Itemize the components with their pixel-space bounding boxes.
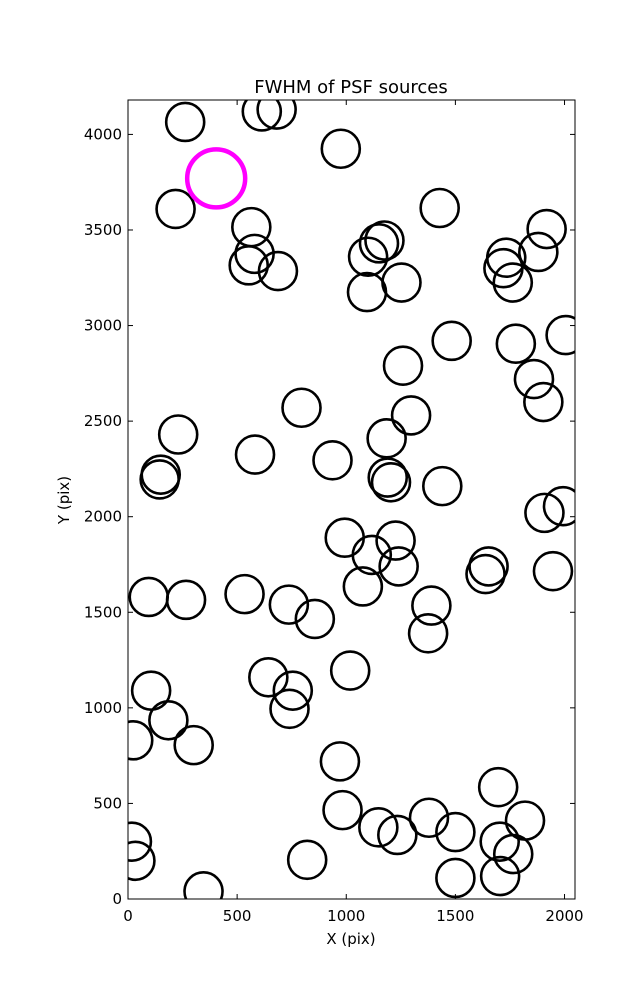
- psf-source-marker: [419, 187, 460, 229]
- psf-source-marker: [241, 100, 283, 132]
- y-axis-label: Y (pix): [55, 476, 73, 525]
- x-axis-label: X (pix): [326, 930, 375, 948]
- psf-source-marker: [465, 553, 506, 595]
- psf-source-marker: [286, 839, 328, 881]
- psf-source-marker: [324, 517, 366, 559]
- psf-source-marker: [351, 534, 393, 576]
- y-tick-label: 1500: [84, 603, 122, 621]
- y-tick-label: 3000: [84, 317, 122, 335]
- x-tick-label: 1000: [327, 907, 365, 925]
- psf-source-marker: [378, 546, 419, 587]
- psf-source-marker: [312, 440, 353, 481]
- psf-source-marker: [532, 550, 574, 592]
- y-tick-label: 3500: [84, 221, 122, 239]
- psf-source-marker: [504, 800, 546, 841]
- psf-source-marker: [431, 320, 472, 362]
- psf-source-marker: [366, 418, 407, 459]
- psf-source-marker: [347, 236, 389, 278]
- psf-source-marker: [477, 766, 519, 808]
- psf-source-marker: [319, 741, 361, 782]
- psf-source-marker: [281, 387, 322, 429]
- y-tick-label: 4000: [84, 125, 122, 143]
- psf-source-marker: [545, 314, 575, 356]
- psf-source-marker: [130, 670, 172, 711]
- psf-source-marker: [421, 465, 463, 507]
- x-tick-label: 0: [123, 907, 133, 925]
- psf-source-marker: [155, 188, 196, 230]
- highlight-marker: [184, 147, 248, 210]
- psf-source-marker: [128, 576, 170, 618]
- psf-source-marker: [367, 457, 409, 498]
- psf-source-marker: [381, 262, 422, 303]
- psf-source-marker: [128, 840, 156, 882]
- psf-source-marker: [342, 566, 384, 607]
- psf-source-marker: [183, 871, 224, 899]
- y-tick-label: 0: [112, 890, 122, 908]
- psf-source-marker: [468, 546, 509, 587]
- psf-source-marker: [164, 101, 206, 143]
- psf-source-marker: [483, 247, 524, 289]
- psf-source-marker: [375, 520, 416, 561]
- psf-source-marker: [294, 598, 336, 640]
- psf-source-marker: [377, 814, 418, 856]
- x-tick-label: 1500: [436, 907, 474, 925]
- y-tick-label: 2500: [84, 412, 122, 430]
- psf-source-marker: [234, 434, 276, 475]
- psf-source-marker: [224, 573, 265, 615]
- psf-source-marker: [165, 579, 207, 621]
- psf-source-marker: [524, 492, 565, 534]
- psf-source-marker: [346, 271, 388, 313]
- x-tick-label: 500: [223, 907, 252, 925]
- psf-source-marker: [492, 262, 534, 303]
- psf-source-marker: [518, 231, 559, 273]
- y-tick-label: 2000: [84, 508, 122, 526]
- psf-source-marker: [408, 797, 450, 839]
- x-tick-label: 2000: [545, 907, 583, 925]
- psf-source-marker: [231, 206, 272, 248]
- y-tick-label: 1000: [84, 699, 122, 717]
- psf-source-marker: [542, 485, 575, 527]
- psf-source-marker: [329, 650, 371, 691]
- psf-source-marker: [407, 613, 449, 654]
- psf-source-marker: [157, 414, 199, 455]
- psf-source-marker: [364, 220, 405, 261]
- chart-title: FWHM of PSF sources: [254, 77, 448, 98]
- psf-source-marker: [495, 323, 537, 365]
- psf-source-marker: [411, 585, 452, 626]
- psf-source-marker: [228, 245, 269, 286]
- y-tick-label: 500: [93, 794, 122, 812]
- psf-source-marker: [173, 724, 214, 766]
- psf-source-marker: [479, 821, 520, 862]
- psf-source-marker: [139, 459, 180, 500]
- psf-source-marker: [435, 857, 476, 899]
- psf-source-marker: [256, 100, 297, 130]
- psf-source-marker: [268, 584, 310, 625]
- psf-source-marker: [358, 807, 399, 848]
- psf-source-marker: [513, 358, 555, 400]
- psf-source-marker: [128, 821, 153, 862]
- psf-source-marker: [269, 688, 310, 730]
- psf-source-marker: [128, 720, 154, 761]
- psf-source-marker: [272, 670, 314, 711]
- psf-source-marker: [320, 128, 362, 170]
- psf-source-marker: [523, 381, 564, 423]
- psf-source-marker: [148, 699, 189, 741]
- psf-source-marker: [435, 811, 476, 853]
- psf-source-marker: [479, 855, 521, 897]
- psf-source-marker: [322, 789, 363, 831]
- psf-source-marker: [248, 656, 289, 698]
- psf-source-marker: [370, 461, 412, 503]
- psf-source-marker: [390, 395, 432, 436]
- psf-source-marker: [257, 250, 299, 292]
- psf-source-marker: [358, 223, 400, 264]
- psf-source-marker: [526, 208, 567, 250]
- psf-source-marker: [382, 345, 424, 386]
- plot-frame: [127, 99, 576, 900]
